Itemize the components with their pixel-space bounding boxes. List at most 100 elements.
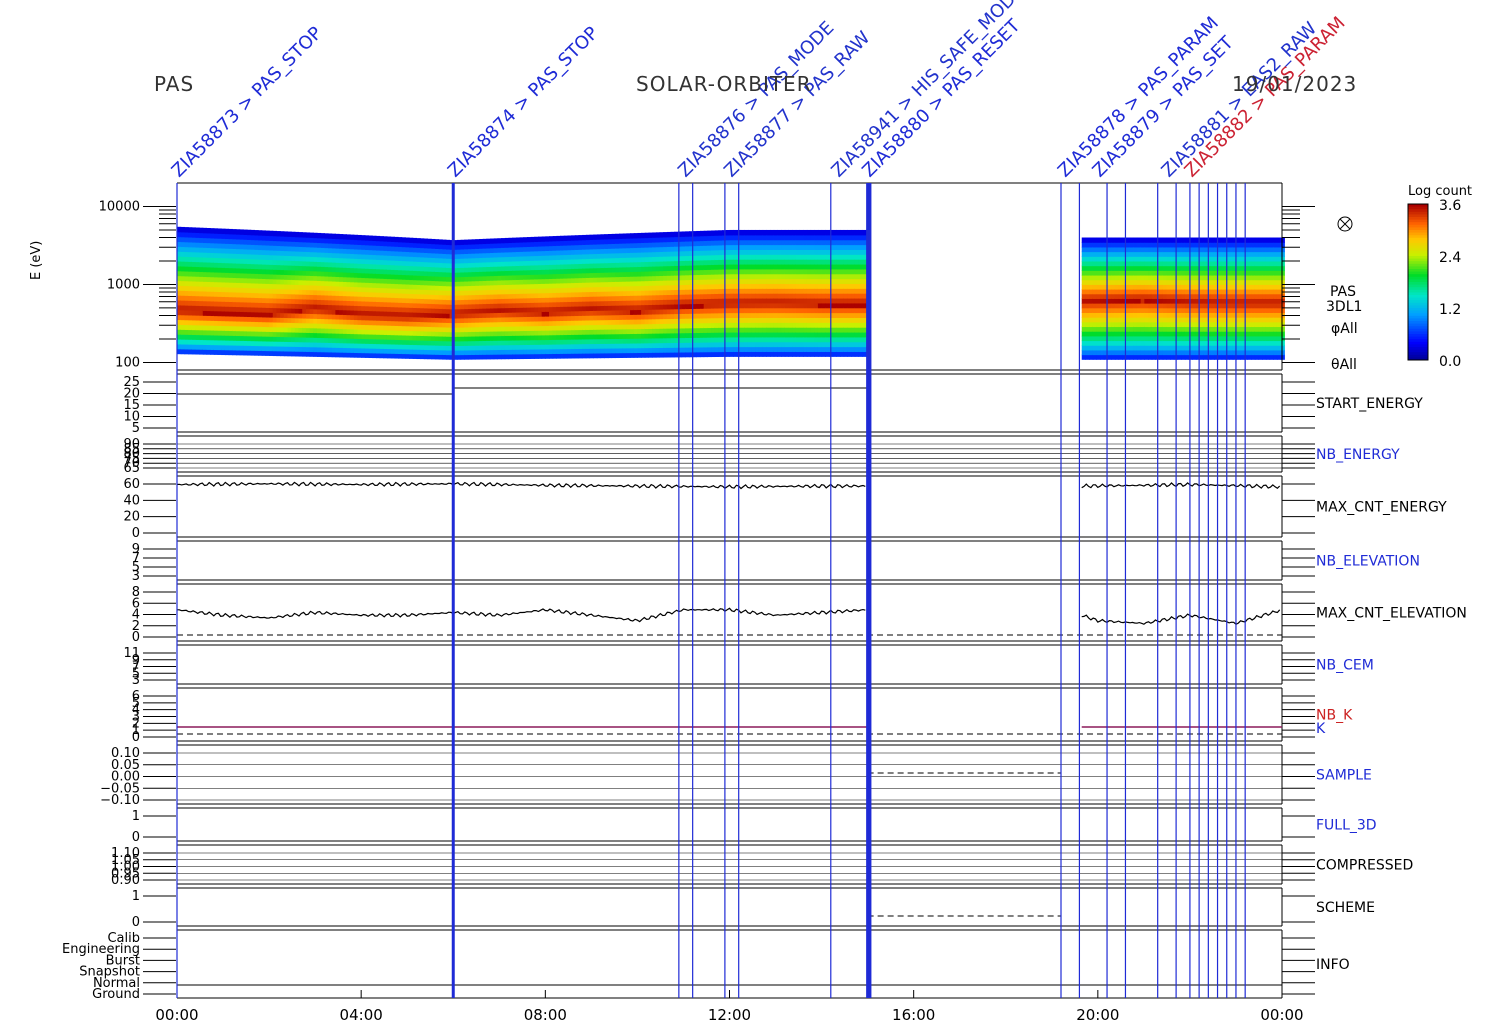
spectrogram-cell: [217, 344, 222, 351]
spectrogram-cell: [445, 331, 451, 337]
spectrogram-cell: [453, 281, 458, 287]
spectrogram-cell: [504, 340, 510, 346]
spectrogram-cell: [751, 288, 756, 294]
spectrogram-cell: [622, 324, 627, 330]
spectrogram-cell: [191, 285, 197, 292]
spectrogram-cell: [180, 231, 185, 238]
spectrogram-cell: [611, 233, 616, 240]
spectrogram-cell: [217, 238, 222, 244]
spectrogram-cell: [449, 331, 454, 337]
spectrogram-cell: [714, 307, 720, 314]
spectrogram-cell: [854, 283, 860, 289]
spectrogram-cell: [843, 336, 848, 343]
spectrogram-cell: [843, 278, 848, 284]
spectrogram-cell: [526, 316, 532, 322]
spectrogram-cell: [574, 348, 580, 354]
spectrogram-cell: [1081, 256, 1086, 262]
spectrogram-cell: [803, 297, 808, 304]
spectrogram-cell: [1092, 349, 1098, 356]
spectrogram-cell: [781, 302, 786, 309]
spectrogram-cell: [545, 320, 550, 326]
spectrogram-cell: [475, 317, 480, 323]
spectrogram-cell: [261, 345, 266, 352]
spectrogram-cell: [630, 328, 635, 335]
spectrogram-cell: [210, 310, 215, 317]
spectrogram-cell: [335, 243, 340, 249]
spectrogram-cell: [328, 257, 333, 263]
spectrogram-cell: [353, 300, 359, 306]
spectrogram-cell: [836, 297, 841, 304]
spectrogram-cell: [1081, 331, 1086, 337]
spectrogram-cell: [235, 263, 241, 269]
spectrogram-cell: [339, 347, 344, 353]
spectrogram-cell: [228, 306, 233, 312]
spectrogram-cell: [328, 266, 333, 272]
spectrogram-cell: [475, 262, 480, 268]
spectrogram-cell: [582, 258, 587, 264]
spectrogram-cell: [552, 254, 557, 261]
spectrogram-cell: [644, 290, 650, 296]
spectrogram-cell: [784, 273, 790, 280]
spectrogram-cell: [501, 349, 506, 355]
spectrogram-cell: [670, 265, 675, 271]
spectrogram-cell: [1085, 256, 1090, 262]
spectrogram-cell: [622, 238, 627, 244]
spectrogram-cell: [674, 332, 679, 339]
spectrogram-cell: [821, 259, 826, 265]
spectrogram-cell: [648, 275, 653, 282]
spectrogram-cell: [718, 341, 723, 348]
spectrogram-cell: [593, 319, 598, 326]
spectrogram-cell: [497, 270, 502, 276]
spectrogram-cell: [401, 260, 406, 266]
spectrogram-cell: [832, 249, 837, 255]
spectrogram-cell: [420, 335, 425, 341]
spectrogram-cell: [843, 346, 848, 353]
spectrogram-cell: [563, 277, 569, 284]
spectrogram-cell: [832, 268, 837, 275]
spectrogram-cell: [556, 235, 561, 242]
spectrogram-cell: [685, 342, 690, 348]
spectrogram-cell: [585, 263, 591, 269]
spectrogram-cell: [504, 302, 510, 309]
spectrogram-cell: [663, 342, 668, 348]
spectrogram-cell: [191, 232, 197, 238]
spectrogram-cell: [394, 260, 399, 266]
spectrogram-cell: [560, 306, 565, 312]
spectrogram-cell: [188, 271, 193, 277]
spectrogram-cell: [501, 293, 506, 299]
spectrogram-cell: [390, 292, 395, 298]
spectrogram-cell: [401, 246, 406, 252]
spectrogram-cell: [622, 333, 627, 339]
spectrogram-cell: [177, 290, 182, 296]
spectrogram-cell: [714, 259, 720, 265]
spectrogram-cell: [596, 258, 602, 264]
spectrogram-cell: [725, 322, 731, 328]
spectrogram-cell: [449, 240, 454, 246]
spectrogram-cell: [747, 346, 753, 353]
spectrogram-cell: [1092, 307, 1098, 313]
spectrogram-cell: [1089, 289, 1094, 295]
spectrogram-cell: [184, 295, 189, 301]
spectrogram-cell: [280, 350, 285, 357]
spectrogram-cell: [773, 259, 778, 265]
spectrogram-cell: [795, 263, 801, 270]
spectrogram-cell: [258, 249, 263, 255]
spectrogram-cell: [324, 323, 329, 329]
spectrogram-cell: [188, 309, 193, 316]
spectrogram-cell: [545, 236, 550, 242]
spectrogram-cell: [364, 254, 370, 260]
spectrogram-cell: [725, 332, 731, 338]
spectrogram-cell: [177, 231, 182, 238]
spectrogram-cell: [375, 235, 381, 242]
spectrogram-cell: [549, 278, 554, 284]
spectrogram-cell: [560, 343, 565, 350]
spectrogram-cell: [626, 304, 631, 311]
spectrogram-cell: [420, 261, 425, 267]
spectrogram-cell: [574, 263, 580, 269]
spectrogram-cell: [688, 260, 694, 266]
spectrogram-cell: [633, 256, 639, 263]
spectrogram-cell: [619, 285, 624, 292]
spectrogram-cell: [663, 270, 668, 276]
spectrogram-cell: [773, 327, 778, 333]
spectrogram-cell: [707, 264, 712, 270]
